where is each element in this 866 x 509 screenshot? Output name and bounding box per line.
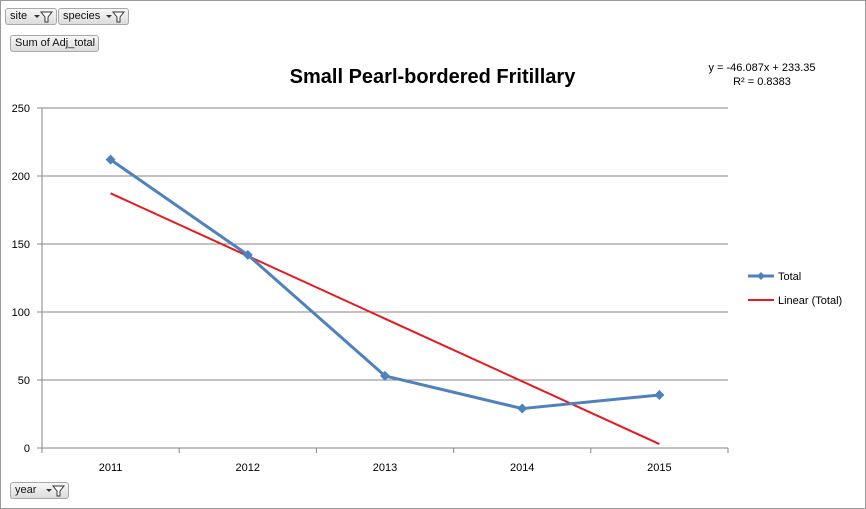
chart-title: Small Pearl-bordered Fritillary (289, 66, 576, 88)
data-point-total-2013 (380, 370, 390, 381)
gridlines (42, 107, 728, 381)
filter-dropdown-icon (46, 485, 65, 497)
legend-total-label: Total (778, 271, 801, 283)
site-filter-button[interactable]: site (5, 8, 57, 25)
trendline-equation-box: y = -46.087x + 233.35 R² = 0.8383 (690, 61, 834, 89)
y-tick-label: 150 (12, 239, 30, 251)
legend-trendline-label: Linear (Total) (778, 295, 842, 307)
y-tick-label: 0 (24, 443, 30, 455)
data-point-total-2015 (654, 389, 665, 400)
x-tick-label: 2011 (99, 462, 123, 474)
value-field-button[interactable]: Sum of Adj_total (10, 35, 99, 52)
y-tick-label: 50 (18, 375, 30, 387)
plot-series (105, 154, 665, 445)
species-filter-label: species (63, 10, 101, 22)
year-axis-filter-label: year (15, 484, 37, 496)
y-tick-label: 250 (12, 103, 30, 115)
trendline-equation: y = -46.087x + 233.35 (708, 62, 816, 74)
y-tick-label: 200 (12, 171, 30, 183)
x-tick-label: 2013 (373, 462, 397, 474)
x-tick-label: 2012 (236, 462, 260, 474)
species-filter-button[interactable]: species (58, 8, 129, 25)
trendline-linear-total (110, 192, 660, 445)
x-tick-label: 2015 (647, 462, 671, 474)
data-point-total-2012 (242, 249, 253, 260)
filter-dropdown-icon (34, 11, 53, 23)
filter-dropdown-icon (106, 11, 125, 23)
y-tick-label: 100 (12, 307, 30, 319)
tick-labels: 0 50 100 150 200 250 2011 2012 2013 2014 2015 (12, 103, 672, 474)
year-axis-filter-button[interactable]: year (10, 482, 69, 499)
legend-total-marker (757, 272, 765, 280)
axes (37, 107, 729, 453)
legend: Total Linear (Total) (748, 271, 842, 307)
trendline-r-squared: R² = 0.8383 (733, 76, 791, 88)
data-point-total-2011 (105, 154, 116, 165)
x-tick-label: 2014 (510, 462, 534, 474)
value-field-label: Sum of Adj_total (15, 37, 96, 49)
site-filter-label: site (10, 10, 28, 22)
data-point-total-2014 (517, 403, 528, 414)
